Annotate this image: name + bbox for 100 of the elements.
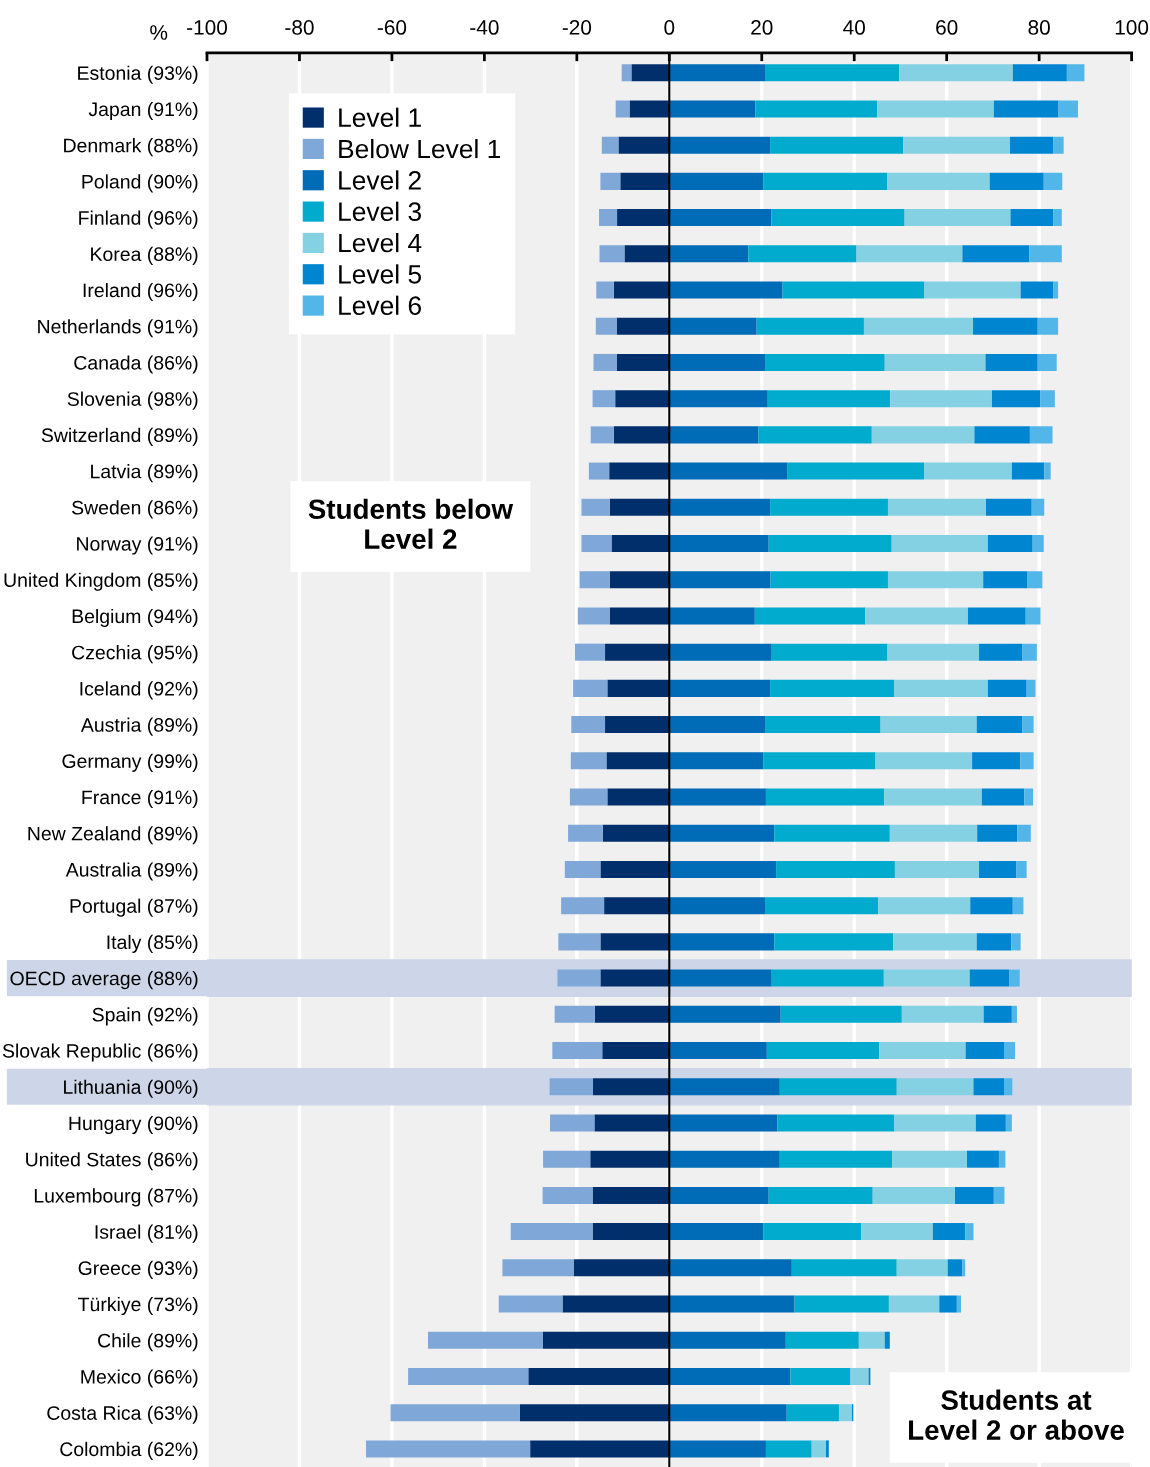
x-tick-label: -100 <box>187 20 228 35</box>
x-tick-label: 0 <box>664 20 675 35</box>
bar <box>768 535 892 553</box>
bar <box>593 1078 670 1096</box>
bar <box>613 281 670 299</box>
bar <box>600 933 670 951</box>
legend-label: Level 1 <box>339 107 421 128</box>
bar <box>558 933 601 951</box>
bar <box>1053 136 1064 154</box>
bar <box>884 788 982 806</box>
y-tick-label: Hungary (90%) <box>69 1115 198 1135</box>
bar <box>985 498 1032 516</box>
bar <box>669 752 764 770</box>
bar <box>607 679 670 697</box>
bar <box>763 172 888 190</box>
bar <box>1017 824 1031 842</box>
bar <box>1026 679 1036 697</box>
bar <box>669 100 756 118</box>
bar <box>618 136 670 154</box>
y-tick-label: Denmark (88%) <box>64 138 198 157</box>
bar <box>987 679 1027 697</box>
bar <box>974 426 1030 444</box>
bar <box>669 1440 766 1458</box>
bar <box>596 281 614 299</box>
bar <box>865 607 968 625</box>
bar <box>765 1440 812 1458</box>
bar <box>861 1223 933 1241</box>
bar <box>1012 64 1067 82</box>
bar <box>767 390 891 408</box>
bar <box>932 1223 966 1241</box>
bar <box>604 897 670 915</box>
bar <box>592 390 616 408</box>
bar <box>1011 1005 1017 1023</box>
bar <box>890 390 992 408</box>
bar <box>561 897 605 915</box>
bar <box>1011 462 1045 480</box>
y-tick-label: Germany (99%) <box>62 753 198 772</box>
bar <box>669 462 788 480</box>
bar <box>962 1259 966 1277</box>
bar <box>669 897 765 915</box>
y-tick-label: United States (86%) <box>26 1152 198 1171</box>
y-tick-label: Sweden (86%) <box>72 500 198 519</box>
bar <box>993 1186 1005 1204</box>
bar <box>973 1078 1005 1096</box>
bar <box>811 1440 827 1458</box>
bar <box>893 1114 976 1132</box>
bar <box>1022 643 1037 661</box>
bar <box>564 860 601 878</box>
bar <box>1025 607 1041 625</box>
y-tick-label: Austria (89%) <box>80 717 198 736</box>
bar <box>602 824 670 842</box>
bar <box>552 1042 603 1060</box>
bar <box>765 64 900 82</box>
bar <box>903 136 1011 154</box>
bar <box>620 172 670 190</box>
bar <box>887 643 980 661</box>
y-tick-label: New Zealand (89%) <box>28 826 198 845</box>
bar <box>557 969 601 987</box>
y-tick-label: Japan (91%) <box>88 101 198 121</box>
bar <box>611 535 670 553</box>
bar <box>669 1186 769 1204</box>
bar <box>669 1114 778 1132</box>
bar <box>975 1114 1006 1132</box>
bar <box>669 571 771 589</box>
bar <box>779 1078 897 1096</box>
bar <box>924 281 1021 299</box>
bar <box>878 897 971 915</box>
bar <box>904 209 1011 227</box>
bar <box>607 788 670 806</box>
y-tick-label: France (91%) <box>82 789 198 809</box>
bar <box>669 281 783 299</box>
bar <box>763 752 876 770</box>
bar <box>758 426 872 444</box>
y-tick-label: Finland (96%) <box>79 210 198 229</box>
bar <box>770 679 895 697</box>
bar <box>884 1331 890 1349</box>
bar <box>1031 498 1045 516</box>
bar <box>774 933 894 951</box>
bar <box>581 498 610 516</box>
bar <box>550 1114 595 1132</box>
bar <box>502 1259 574 1277</box>
bar <box>605 716 670 734</box>
bar <box>1005 1114 1012 1132</box>
bar <box>1029 245 1062 263</box>
bar <box>883 969 970 987</box>
bar <box>669 353 765 371</box>
bar <box>669 64 765 82</box>
bar <box>1066 64 1085 82</box>
bar <box>599 245 625 263</box>
y-tick-label: Israel (81%) <box>95 1224 198 1243</box>
bar <box>880 716 977 734</box>
bar <box>1010 136 1054 154</box>
bar <box>756 317 864 335</box>
y-tick-label: Chile (89%) <box>98 1333 198 1352</box>
bar <box>826 1440 829 1458</box>
bar <box>590 426 614 444</box>
bar <box>998 1150 1006 1168</box>
bar <box>891 535 988 553</box>
bar <box>787 462 925 480</box>
bar <box>542 1186 593 1204</box>
